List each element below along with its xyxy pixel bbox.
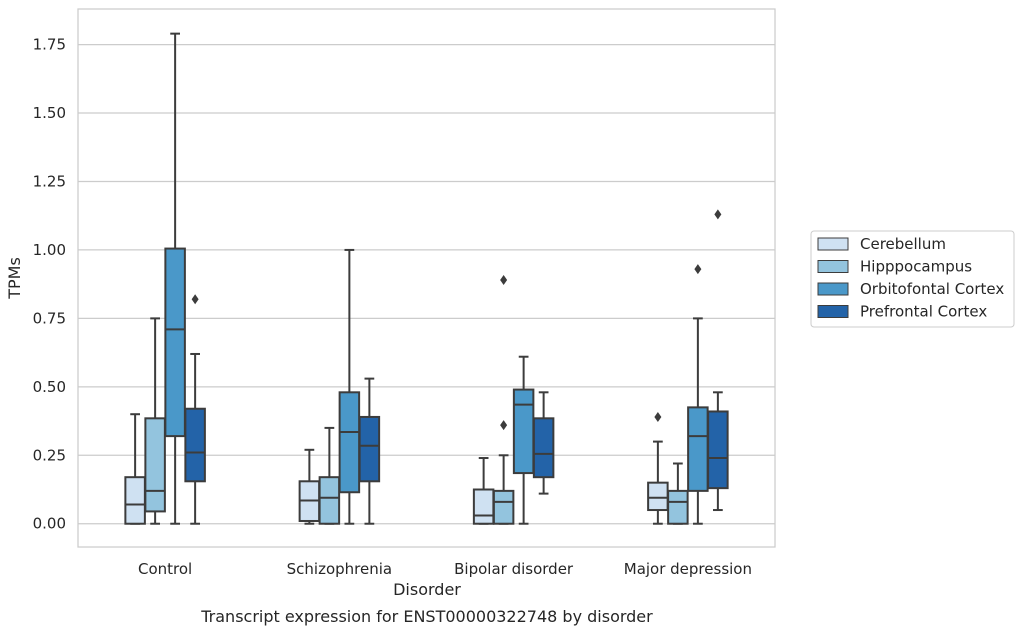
legend-swatch [817,282,849,296]
legend-label: Hipppocampus [860,258,972,276]
legend-label: Orbitofontal Cortex [860,280,1004,298]
box [164,247,186,438]
legend-frame [810,230,1015,328]
y-axis-title: TPMs [5,257,24,300]
outlier-point [191,294,199,305]
outlier-point [500,275,508,286]
plot-frame [77,8,776,548]
y-tick-label: 1.00 [33,241,66,259]
outlier-point [694,264,702,275]
box [512,388,535,475]
y-tick-label: 1.50 [33,104,66,122]
box [318,476,341,525]
legend: Cerebellum Hipppocampus Orbitofontal Corte… [810,230,1015,328]
y-tick-label: 1.75 [33,36,66,54]
x-axis-title: Disorder [393,580,461,599]
box [472,488,495,525]
box-layer [124,32,729,525]
outlier-point [500,420,508,431]
legend-swatch [817,260,849,273]
box [687,406,709,492]
y-tick-label: 0.25 [33,446,66,464]
box [667,489,689,525]
box [532,417,555,479]
box [358,415,381,483]
outlier-point [654,411,662,422]
box [647,481,669,512]
box [124,476,146,525]
legend-swatch [817,305,849,318]
x-tick-label: Major depression [624,560,752,578]
y-tick-label: 0.00 [33,515,66,533]
outlier-point [714,209,722,220]
x-tick-label: Bipolar disorder [454,560,574,578]
box [184,407,206,483]
x-tick-label: Schizophrenia [287,560,392,578]
box [492,489,515,525]
legend-label: Cerebellum [860,235,946,253]
chart-caption: Transcript expression for ENST0000032274… [200,607,653,626]
x-tick-labels: Control Schizophrenia Bipolar disorder Majo… [138,560,752,578]
y-tick-label: 0.75 [33,309,66,327]
y-tick-label: 0.50 [33,378,66,396]
box [338,391,361,494]
legend-swatch [817,237,849,251]
x-tick-label: Control [138,560,192,578]
box [144,417,166,513]
y-tick-labels: 0.00 0.25 0.50 0.75 1.00 1.25 1.50 1.75 [33,36,66,533]
box [707,410,729,490]
legend-label: Prefrontal Cortex [860,303,987,321]
y-tick-label: 1.25 [33,172,66,190]
